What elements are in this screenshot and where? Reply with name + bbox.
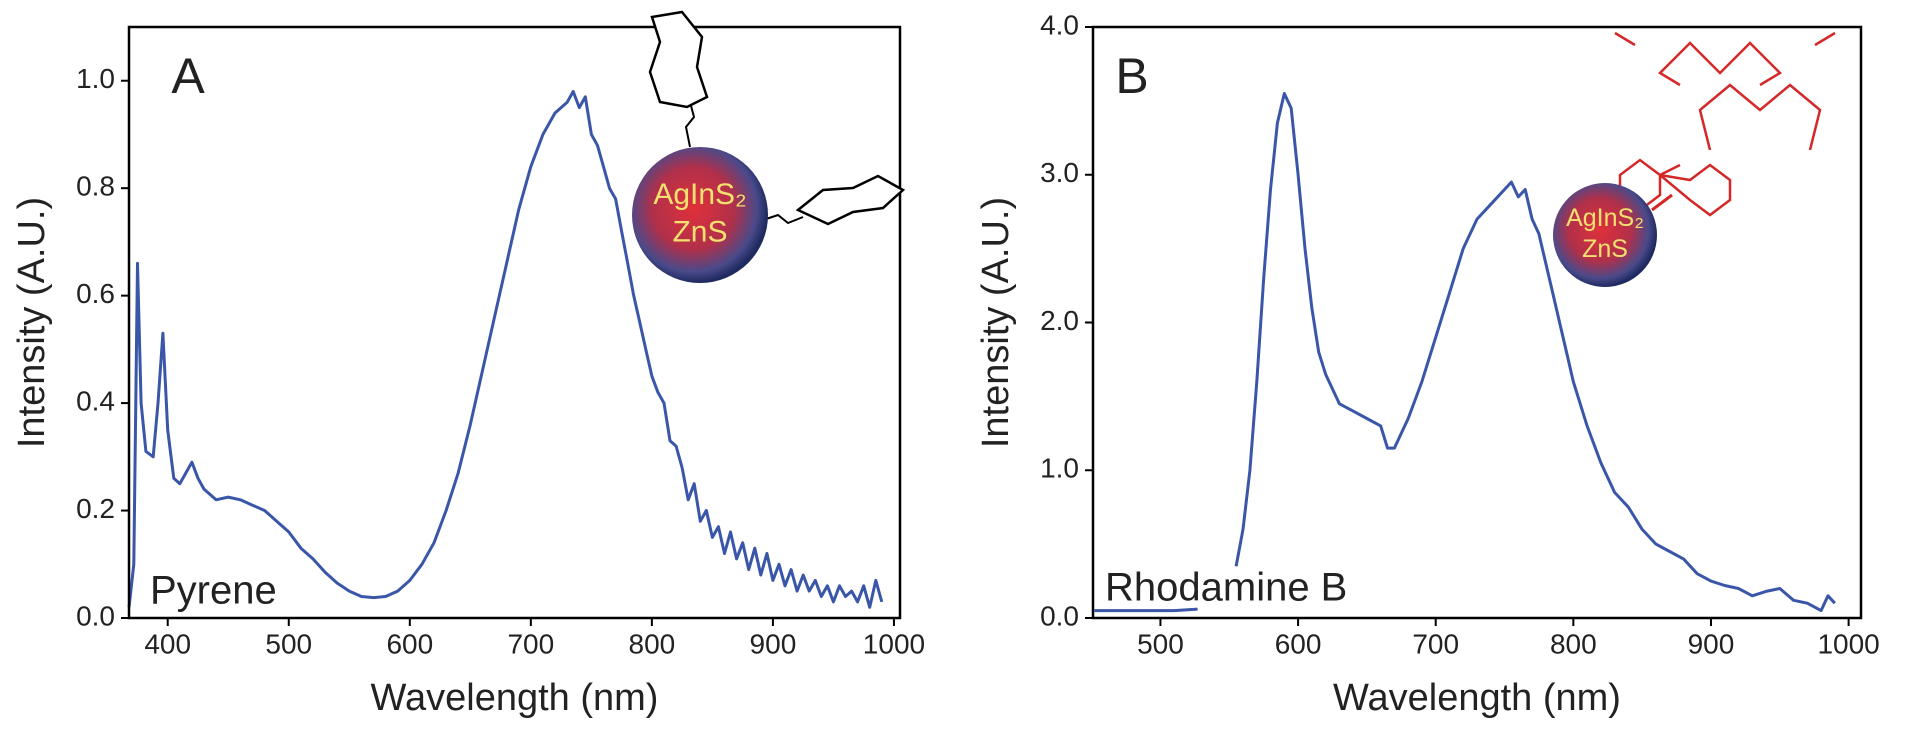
panel-label: A [171,48,205,104]
x-tick-label: 700 [507,628,554,659]
x-tick-label: 1000 [1817,628,1879,659]
nanoparticle [1553,183,1657,287]
y-axis-label: Intensity (A.U.) [11,197,53,448]
spectrum-line [127,90,884,609]
y-tick-label: 0.6 [76,278,115,309]
pyrene-side [795,174,906,226]
y-tick-label: 0.0 [1040,600,1079,631]
x-tick-label: 600 [386,628,433,659]
y-tick-label: 4.0 [1040,9,1079,40]
rhodamine [1614,31,1836,217]
y-tick-label: 0.4 [76,385,115,416]
x-tick-label: 500 [265,628,312,659]
core-label: ZnS [672,216,727,249]
plot-frame [1091,25,1863,620]
x-tick-label: 900 [750,628,797,659]
y-tick-label: 2.0 [1040,305,1079,336]
pyrene-top [648,10,709,109]
linker [684,101,696,148]
y-tick-label: 0.0 [76,600,115,631]
x-axis-label: Wavelength (nm) [1333,677,1621,719]
x-tick-label: 700 [1412,628,1459,659]
x-tick-label: 800 [629,628,676,659]
x-tick-label: 1000 [863,628,925,659]
core-label: AgInS₂ [653,178,746,211]
x-tick-label: 400 [144,628,191,659]
y-tick-label: 1.0 [1040,453,1079,484]
x-tick-label: 800 [1550,628,1597,659]
panel-label: B [1115,48,1148,104]
plot-frame [127,25,902,620]
x-tick-label: 500 [1137,628,1184,659]
y-tick-label: 0.2 [76,493,115,524]
y-tick-label: 0.8 [76,171,115,202]
linker [762,213,804,225]
spectrum-line [1094,92,1836,613]
linker [1651,193,1673,212]
x-tick-label: 900 [1688,628,1735,659]
core-label: ZnS [1582,235,1628,263]
y-axis-label: Intensity (A.U.) [975,197,1017,448]
y-tick-label: 3.0 [1040,157,1079,188]
y-tick-label: 1.0 [76,63,115,94]
core-label: AgInS₂ [1566,204,1644,232]
x-tick-label: 600 [1275,628,1322,659]
x-axis-label: Wavelength (nm) [371,677,659,719]
dye-label: Rhodamine B [1105,566,1347,610]
nanoparticle [632,147,768,283]
dye-label: Pyrene [150,569,277,613]
